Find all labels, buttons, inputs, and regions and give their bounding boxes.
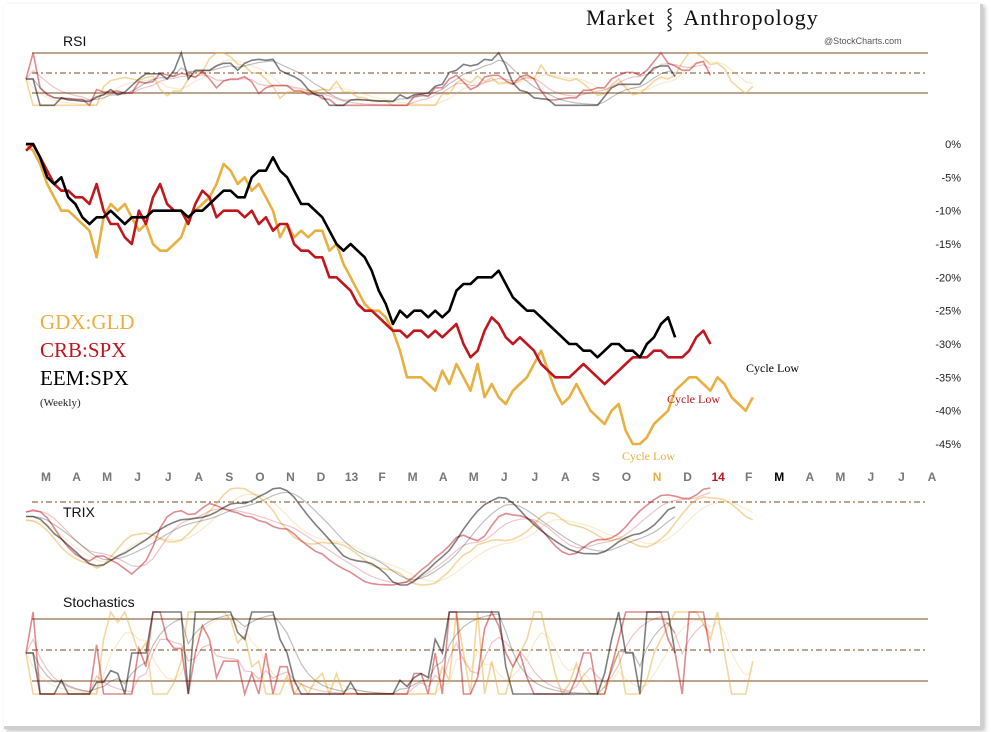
annotation-cycle-low-crb: Cycle Low: [667, 392, 720, 406]
x-tick-label: F: [745, 470, 752, 484]
x-tick-label: A: [194, 470, 203, 484]
rsi-line-gdx-gld: [25, 51, 754, 107]
y-tick-label: -45%: [935, 439, 961, 451]
rsi-signal-gdx-gld: [25, 59, 753, 106]
legend-gdx-gld: GDX:GLD: [40, 310, 135, 334]
x-tick-label: O: [622, 470, 631, 484]
x-tick-label: J: [134, 470, 141, 484]
rsi-line-crb-spx: [25, 51, 712, 107]
x-tick-label: O: [255, 470, 264, 484]
brand-logo: Market ⸾ Anthropology: [586, 4, 819, 31]
rsi-signal-crb-spx: [25, 63, 711, 106]
legend-crb-spx: CRB:SPX: [40, 338, 127, 362]
brand-right: Anthropology: [683, 5, 819, 30]
x-tick-label: A: [72, 470, 81, 484]
x-tick-label: N: [286, 470, 295, 484]
rsi-signal-eem-spx: [26, 59, 676, 106]
trix-signal-eem-spx: [26, 491, 676, 581]
x-tick-label: 14: [711, 470, 725, 484]
x-tick-label: J: [868, 470, 875, 484]
legend-weekly-note: (Weekly): [40, 397, 81, 409]
y-tick-label: -15%: [935, 239, 961, 251]
x-tick-label: M: [774, 470, 784, 484]
x-tick-label: 13: [345, 470, 359, 484]
y-tick-label: -5%: [941, 172, 961, 184]
stochastics-signal-eem-spx: [26, 613, 676, 695]
x-tick-label: M: [469, 470, 479, 484]
x-tick-label: A: [805, 470, 814, 484]
y-tick-label: 0%: [945, 139, 961, 151]
y-tick-label: -25%: [935, 306, 961, 318]
y-tick-label: -35%: [935, 372, 961, 384]
series-line-eem-spx: [26, 142, 677, 359]
x-tick-label: D: [317, 470, 326, 484]
trix-line-gdx-gld: [25, 487, 754, 586]
series-line-crb-spx: [25, 142, 712, 386]
x-tick-label: D: [683, 470, 692, 484]
x-tick-label: J: [531, 470, 538, 484]
y-tick-label: -10%: [935, 206, 961, 218]
x-tick-label: A: [439, 470, 448, 484]
x-tick-label: M: [835, 470, 845, 484]
x-tick-label: A: [928, 470, 937, 484]
x-tick-label: A: [561, 470, 570, 484]
stochastics-line-eem-spx: [26, 611, 676, 695]
trix-line-crb-spx: [25, 487, 711, 586]
x-tick-label: J: [898, 470, 905, 484]
series-line-gdx-gld: [25, 143, 754, 446]
brand-left: Market: [586, 5, 656, 30]
x-tick-label: S: [592, 470, 600, 484]
x-tick-label: N: [653, 470, 662, 484]
x-tick-label: S: [225, 470, 233, 484]
x-tick-label: M: [102, 470, 112, 484]
y-tick-label: -30%: [935, 339, 961, 351]
dna-helix-icon: ⸾: [665, 8, 675, 30]
annotation-cycle-low-eem: Cycle Low: [746, 361, 799, 375]
x-tick-label: J: [501, 470, 508, 484]
x-tick-label: M: [408, 470, 418, 484]
x-tick-label: F: [378, 470, 385, 484]
rsi-line-eem-spx: [26, 50, 676, 107]
y-tick-label: -40%: [935, 406, 961, 418]
x-tick-label: M: [41, 470, 51, 484]
y-tick-label: -20%: [935, 272, 961, 284]
trix-signal-crb-spx: [25, 492, 711, 584]
chart-frame: [4, 4, 983, 729]
stockcharts-credit: @StockCharts.com: [824, 36, 902, 46]
x-tick-label: J: [165, 470, 172, 484]
trix-line-eem-spx: [26, 487, 676, 586]
trix-panel-title: TRIX: [63, 504, 95, 520]
annotation-cycle-low-gdx: Cycle Low: [622, 449, 675, 463]
stochastics-panel-title: Stochastics: [63, 594, 135, 610]
legend-eem-spx: EEM:SPX: [40, 366, 129, 390]
rsi-panel-title: RSI: [63, 33, 87, 49]
